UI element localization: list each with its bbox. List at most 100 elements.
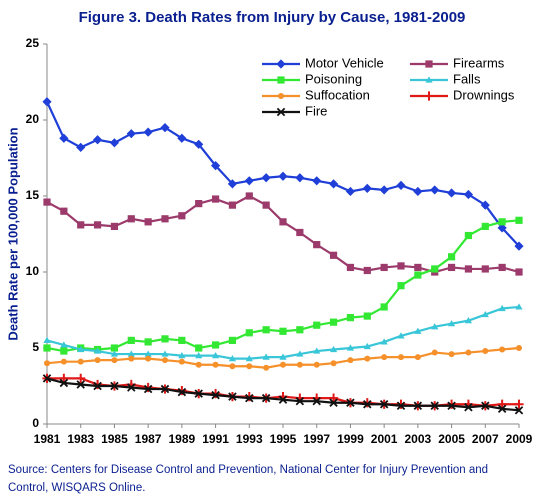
point [363,266,371,275]
point [160,384,170,394]
point [177,387,187,397]
point [212,361,219,368]
point [346,263,355,272]
point [328,393,339,403]
point [515,268,523,276]
point [346,314,355,322]
point [363,312,371,320]
point [60,358,67,365]
point [228,336,237,344]
point [194,389,203,398]
point [499,346,506,353]
point [144,350,152,357]
point [77,358,84,365]
point [93,381,102,391]
point [296,361,303,368]
point [262,201,270,209]
point [178,336,186,344]
point [143,384,153,394]
y-tick-label: 15 [26,188,40,202]
point [329,251,338,259]
x-tick-label: 1999 [337,432,364,446]
point [229,363,236,370]
point [110,222,119,230]
point [110,350,119,357]
point [228,201,237,209]
point [94,357,101,364]
point [262,326,270,334]
point [516,345,522,351]
legend-marker [425,60,433,68]
legend-marker [424,91,434,101]
source-line: Source: Centers for Disease Control and … [8,464,488,476]
point [497,399,507,409]
point [244,176,254,186]
point [42,374,52,383]
point [431,323,439,330]
point [43,336,51,343]
point [498,263,506,272]
point [514,241,524,251]
legend-label: Drownings [453,87,515,102]
point [295,396,305,406]
point [363,342,371,350]
x-tick-label: 2003 [405,432,432,446]
point [280,361,286,368]
point [76,373,86,383]
point [497,404,507,414]
point [363,400,372,409]
point [127,336,135,344]
chart-title: Figure 3. Death Rates from Injury by Cau… [79,9,466,26]
point [245,192,253,200]
point [514,399,524,409]
point [345,186,356,197]
legend-marker [425,76,433,83]
point [396,180,406,190]
point [430,401,439,410]
point [482,348,489,355]
point [263,364,270,371]
point [211,195,220,203]
x-tick-label: 1981 [34,432,61,446]
point [396,399,406,409]
point [313,361,320,368]
point [278,395,288,404]
point [211,390,220,400]
point [481,310,489,318]
point [279,353,287,360]
point [161,350,169,357]
point [481,222,489,230]
x-tick-label: 1983 [67,432,94,446]
point [313,321,321,329]
point [143,127,153,137]
point [93,347,102,354]
point [414,271,422,279]
point [464,403,473,412]
point [464,317,473,324]
point [413,186,423,197]
point [364,355,371,362]
legend-marker [278,93,284,99]
x-tick-label: 2007 [472,432,499,446]
point [464,265,473,273]
point [446,188,457,198]
point [413,401,423,410]
point [60,347,68,355]
point [210,161,221,171]
point [228,392,237,401]
point [177,133,187,143]
point [195,200,203,208]
point [515,216,523,224]
point [362,183,372,193]
x-tick-label: 1995 [270,432,297,446]
point [380,263,388,272]
point [245,329,253,337]
legend-label: Suffocation [305,87,370,102]
point [195,344,203,352]
point [296,326,304,334]
x-tick-label: 2001 [371,432,398,446]
point [60,207,68,215]
point [126,129,136,139]
point [145,355,152,362]
